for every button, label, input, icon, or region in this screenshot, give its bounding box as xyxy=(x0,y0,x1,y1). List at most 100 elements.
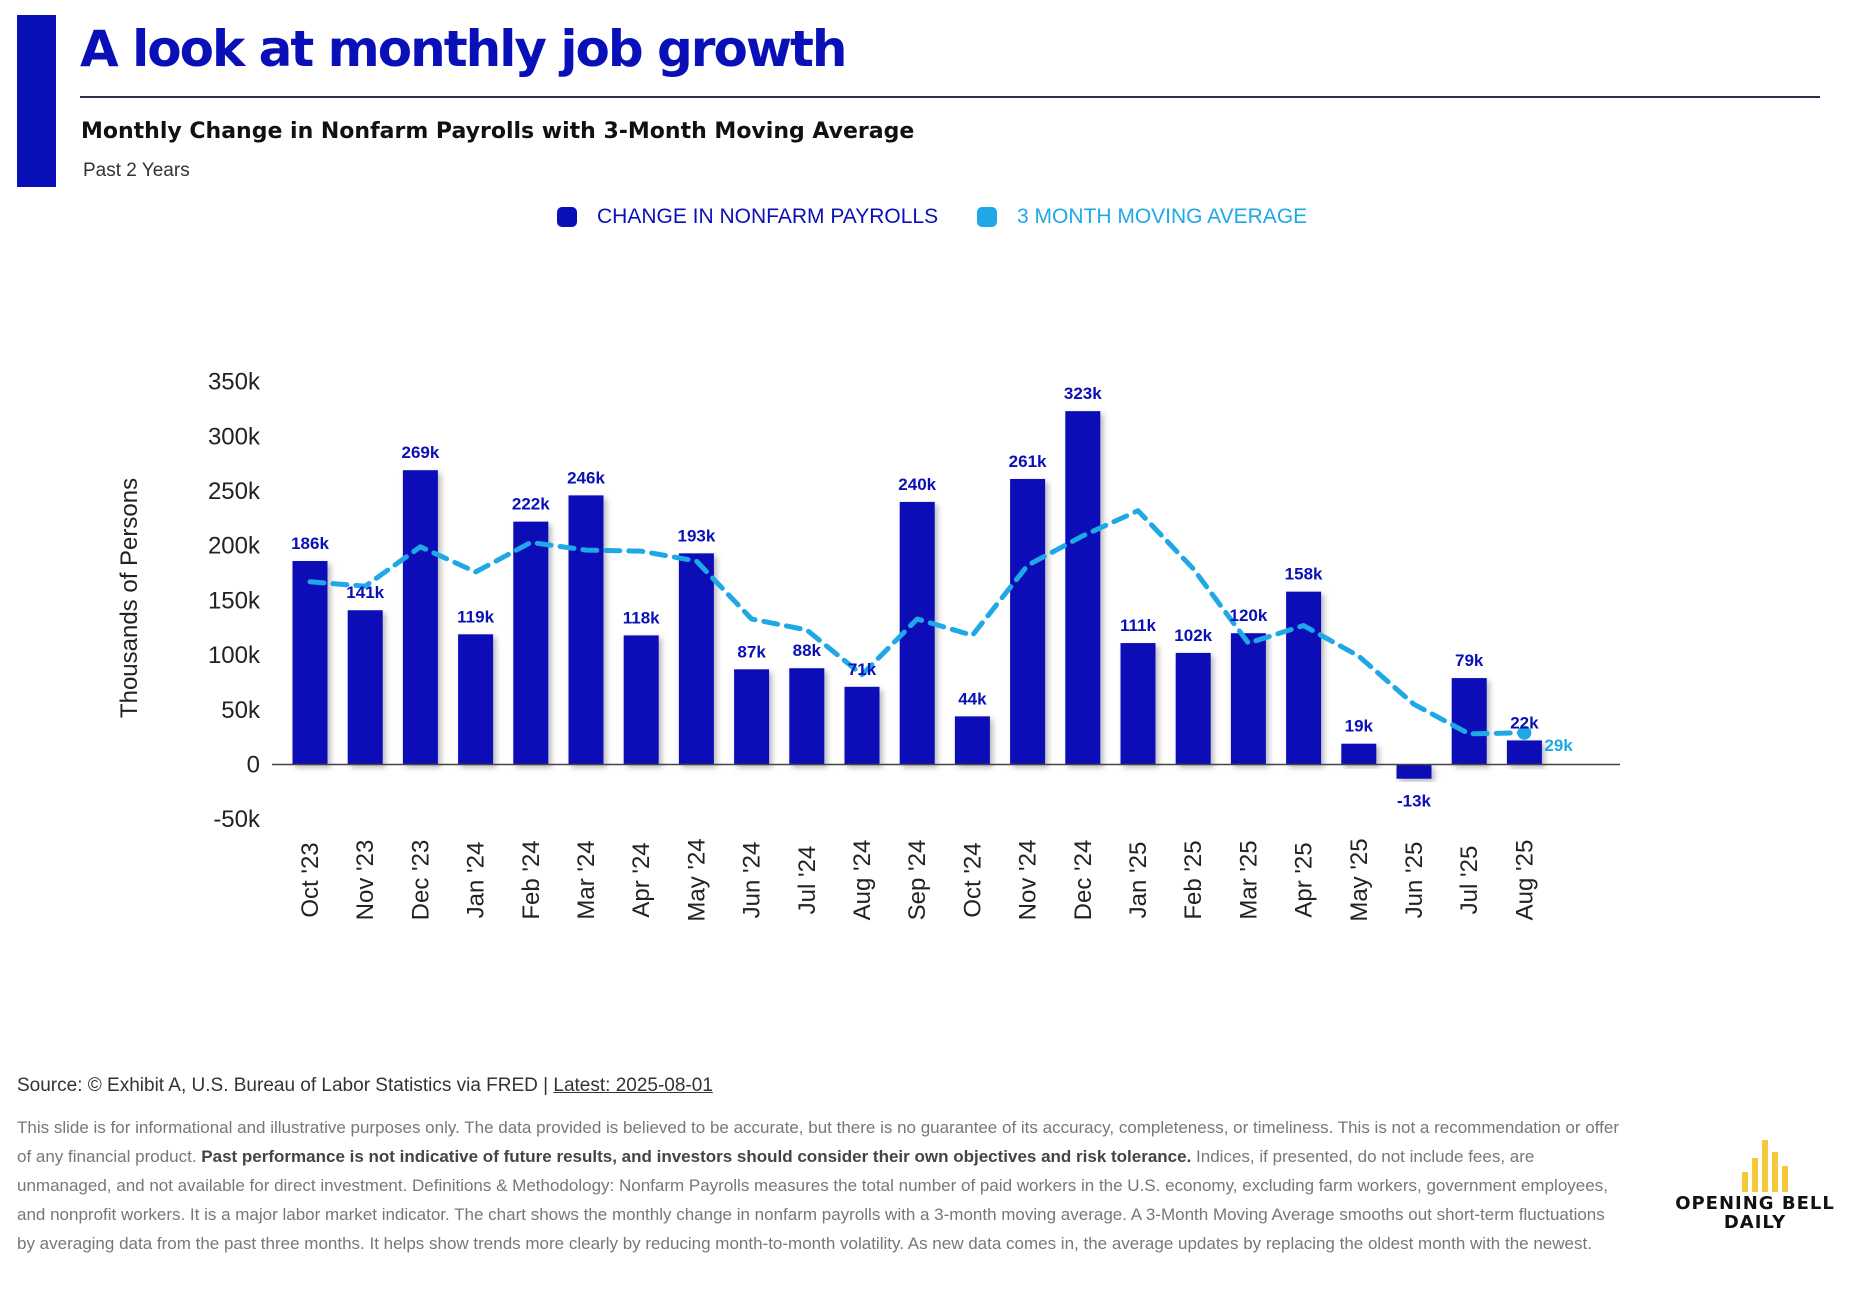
logo-bars-icon xyxy=(1742,1140,1788,1192)
x-tick-label: Nov '24 xyxy=(1015,840,1042,921)
moving-average-end-label: 29k xyxy=(1544,736,1573,755)
x-tick-label: Dec '23 xyxy=(407,840,434,921)
bar xyxy=(1010,478,1046,765)
legend-label-payrolls: CHANGE IN NONFARM PAYROLLS xyxy=(597,205,939,228)
x-tick-label: Oct '23 xyxy=(297,842,324,917)
bar xyxy=(844,686,880,765)
bar xyxy=(1286,591,1322,765)
opening-bell-daily-logo: OPENING BELL DAILY xyxy=(1665,1140,1845,1240)
bar xyxy=(734,669,770,765)
x-tick-label: Jul '24 xyxy=(794,846,821,915)
x-tick-label: Apr '25 xyxy=(1291,842,1318,917)
bar xyxy=(623,635,659,765)
bar-data-label: 158k xyxy=(1285,565,1323,584)
x-tick-label: May '24 xyxy=(683,838,710,921)
bar xyxy=(1451,678,1487,765)
legend-item-payrolls: CHANGE IN NONFARM PAYROLLS xyxy=(557,205,938,229)
bar xyxy=(678,553,714,765)
source-line: Source: © Exhibit A, U.S. Bureau of Labo… xyxy=(17,1075,713,1097)
y-tick-label: 150k xyxy=(208,587,261,614)
bar-data-label: 141k xyxy=(346,583,384,602)
legend-swatch-moving-average xyxy=(977,207,997,227)
y-tick-label: 0 xyxy=(247,752,260,779)
y-tick-label: 350k xyxy=(208,369,261,396)
disclaimer-text-1: This slide is for informational and illu… xyxy=(17,1118,1619,1166)
bar-data-label: 261k xyxy=(1009,452,1047,471)
x-tick-label: Jan '25 xyxy=(1125,842,1152,919)
bar-data-label: 79k xyxy=(1455,651,1484,670)
bar-data-label: 19k xyxy=(1345,717,1374,736)
bar-data-label: 323k xyxy=(1064,384,1102,403)
y-tick-label: 100k xyxy=(208,642,261,669)
bar-data-label: -13k xyxy=(1397,792,1432,811)
bar xyxy=(347,610,383,765)
bar-data-label: 87k xyxy=(737,642,766,661)
bar xyxy=(1396,764,1432,779)
x-tick-label: Mar '24 xyxy=(573,840,600,919)
y-axis-title: Thousands of Persons xyxy=(116,478,143,718)
x-tick-label: Oct '24 xyxy=(959,842,986,917)
logo-line-2: DAILY xyxy=(1723,1212,1787,1233)
payrolls-chart: -50k 0 50k 100k 150k 200k 250k 300k 350k Thousand… xyxy=(116,369,1620,922)
period-label: Past 2 Years xyxy=(83,160,190,181)
bar-data-label: 186k xyxy=(291,534,329,553)
bar-data-label: 240k xyxy=(898,475,936,494)
bar xyxy=(789,668,825,765)
legend-item-moving-average: 3 MONTH MOVING AVERAGE xyxy=(977,205,1307,229)
accent-bar xyxy=(17,15,56,187)
x-tick-label: Feb '24 xyxy=(518,840,545,919)
bar-data-label: 119k xyxy=(457,607,494,626)
bar xyxy=(1175,652,1211,765)
bar-data-label: 71k xyxy=(848,660,877,679)
moving-average-line xyxy=(307,508,1527,737)
disclaimer: This slide is for informational and illu… xyxy=(17,1113,1627,1258)
moving-average-end-marker xyxy=(1517,725,1532,740)
bar-data-label: 44k xyxy=(958,689,987,708)
x-tick-label: Jan '24 xyxy=(463,842,490,919)
bar xyxy=(458,634,494,765)
y-tick-label: 300k xyxy=(208,423,261,450)
x-tick-label: Jun '25 xyxy=(1401,842,1428,919)
x-tick-label: Dec '24 xyxy=(1070,840,1097,921)
disclaimer-bold-text: Past performance is not indicative of fu… xyxy=(201,1147,1192,1166)
bar xyxy=(1230,633,1266,765)
x-tick-label: Jul '25 xyxy=(1456,846,1483,915)
y-tick-label: 250k xyxy=(208,478,261,505)
y-tick-label: 50k xyxy=(221,697,261,724)
bar xyxy=(1341,743,1377,765)
x-tick-label: Jun '24 xyxy=(739,842,766,919)
x-tick-label: Aug '24 xyxy=(849,840,876,921)
page-title: A look at monthly job growth xyxy=(80,20,848,78)
latest-date-link[interactable]: Latest: 2025-08-01 xyxy=(553,1075,713,1096)
bar xyxy=(1120,643,1156,765)
x-tick-label: Feb '25 xyxy=(1180,840,1207,919)
bar-data-label: 120k xyxy=(1229,606,1267,625)
bar-data-label: 269k xyxy=(401,443,439,462)
x-tick-label: Mar '25 xyxy=(1235,840,1262,919)
bar xyxy=(1506,740,1542,765)
disclaimer-text-2: Indices, if presented, do not include fe… xyxy=(17,1147,1608,1253)
bar xyxy=(1065,411,1101,765)
bar xyxy=(513,521,549,765)
title-divider xyxy=(80,96,1820,98)
y-tick-label: 200k xyxy=(208,533,261,560)
x-tick-label: Nov '23 xyxy=(352,840,379,921)
bar-data-label: 111k xyxy=(1120,616,1156,635)
legend-label-moving-average: 3 MONTH MOVING AVERAGE xyxy=(1017,205,1308,228)
logo-wordmark: OPENING BELL DAILY xyxy=(1665,1194,1845,1232)
bar-data-label: 222k xyxy=(512,495,550,514)
bar-data-label: 102k xyxy=(1174,626,1212,645)
source-text: Source: © Exhibit A, U.S. Bureau of Labo… xyxy=(17,1075,554,1096)
bar-data-label: 246k xyxy=(567,468,605,487)
x-tick-label: Apr '24 xyxy=(628,842,655,917)
x-tick-label: Sep '24 xyxy=(904,840,931,921)
bar xyxy=(954,716,990,765)
bar xyxy=(568,495,604,765)
bar-data-label: 118k xyxy=(623,608,660,627)
legend-swatch-payrolls xyxy=(557,207,577,227)
bar-data-label: 88k xyxy=(793,641,822,660)
chart-legend: CHANGE IN NONFARM PAYROLLS 3 MONTH MOVIN… xyxy=(0,205,1860,235)
bar xyxy=(292,561,328,765)
logo-line-1: OPENING BELL xyxy=(1675,1193,1835,1214)
chart-subtitle: Monthly Change in Nonfarm Payrolls with … xyxy=(81,119,915,144)
